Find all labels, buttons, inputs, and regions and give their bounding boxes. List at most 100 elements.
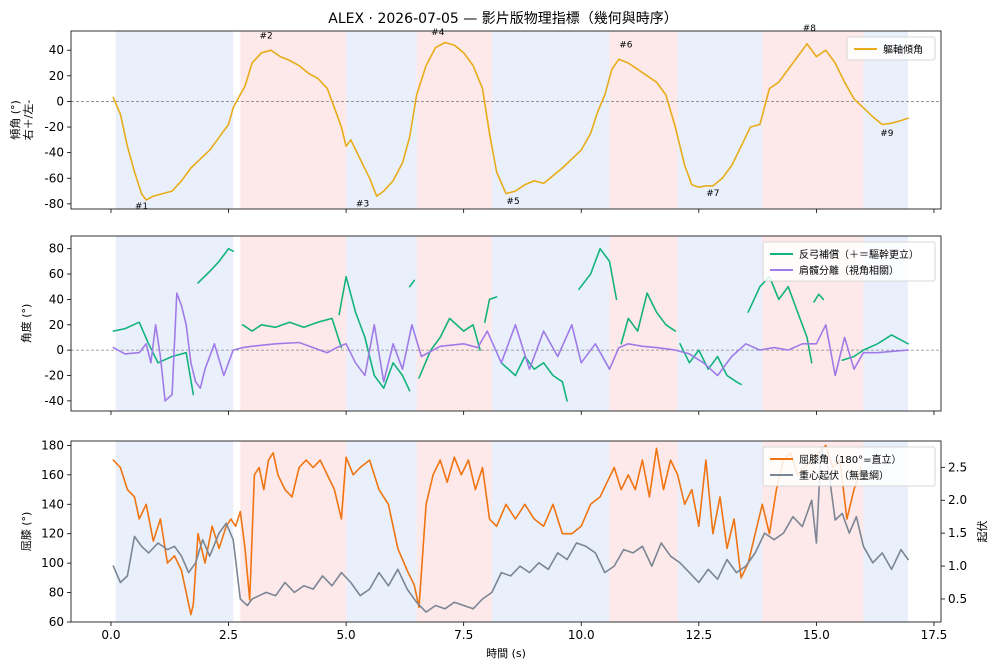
series-line-bottom-1: [112, 446, 909, 613]
y-tick-label-middle-1: -20: [44, 368, 64, 382]
legend-box-middle: [762, 241, 936, 282]
legend-label-top-0: 軀軸傾角: [883, 43, 923, 56]
y-tick-label-middle-0: -40: [44, 394, 64, 408]
x-axis-label: 時間 (s): [486, 647, 526, 660]
phase-band-top-4: [491, 31, 610, 209]
phase-band-top-7: [762, 31, 864, 209]
phase-band-bottom-1: [240, 441, 347, 622]
y-tick-label-bottom-1: 80: [49, 586, 64, 600]
x-tick-label-7: 17.5: [921, 628, 948, 642]
phase-band-top-5: [609, 31, 678, 209]
y-axis-label-sub-top: 右＋/左-: [21, 100, 35, 141]
panel-knee-com: 0.0 2.5 5.0 7.5 10.0 12.5 15.0 17.5 60 80 100 120 14…: [20, 438, 989, 642]
series-line-middle-0-seg-6: [483, 296, 498, 324]
phase-annotation-7: #8: [803, 24, 817, 34]
phase-annotation-1: #2: [260, 32, 273, 42]
y-tick-label-bottom-4: 140: [41, 497, 64, 511]
panel-torso-tilt: -80 -60 -40 -20 0 20 40 傾角 (°) 右＋/左- #1 #2 #3 #4 #5 #6…: [8, 24, 942, 213]
phase-band-middle-4: [491, 236, 610, 411]
phase-band-middle-6: [677, 236, 763, 411]
x-tick-label-5: 12.5: [685, 628, 712, 642]
y-tick-label-bottom-0: 60: [49, 615, 64, 629]
phase-band-bottom-4: [491, 441, 610, 622]
legend-bottom: 屈膝角（180°=直立） 重心起伏（無量綱）: [762, 446, 936, 487]
y2-tick-label-3: 2.0: [948, 493, 967, 507]
axes-frame-middle: [70, 235, 942, 412]
legend-middle: 反弓補償（＋＝驅幹更立） 肩髖分離（視角相關）: [762, 241, 936, 282]
legend-label-middle-0: 反弓補償（＋＝驅幹更立）: [799, 248, 919, 261]
y2-tick-label-0: 0.5: [948, 592, 967, 606]
phase-annotation-5: #6: [619, 41, 633, 51]
phase-annotation-3: #4: [431, 28, 445, 38]
series-line-middle-0-seg-7: [500, 355, 568, 402]
y-tick-label-middle-3: 20: [49, 318, 64, 332]
series-line-middle-0-seg-5: [418, 317, 481, 379]
legend-label-middle-1: 肩髖分離（視角相關）: [799, 264, 899, 277]
y-tick-label-top-3: -20: [44, 120, 64, 134]
legend-box-bottom: [762, 446, 936, 487]
y-tick-label-middle-5: 60: [49, 267, 64, 281]
y-tick-label-bottom-2: 100: [41, 556, 64, 570]
x-tick-label-2: 5.0: [337, 628, 356, 642]
figure-title: ALEX · 2026-07-05 — 影片版物理指標（幾何與時序）: [328, 11, 677, 27]
phase-annotation-2: #3: [356, 199, 369, 209]
series-line-middle-0-seg-12: [813, 293, 825, 303]
phase-band-top-1: [240, 31, 347, 209]
series-line-top-0: [112, 41, 909, 201]
y-axis-label-middle: 角度 (°): [19, 304, 33, 344]
legend-label-bottom-1: 重心起伏（無量綱）: [799, 469, 889, 482]
y-tick-label-middle-6: 80: [49, 242, 64, 256]
phase-annotation-4: #5: [506, 197, 519, 207]
phase-annotation-6: #7: [706, 189, 719, 199]
y-tick-label-top-2: -40: [44, 146, 64, 160]
x-tick-label-1: 2.5: [219, 628, 238, 642]
axes-frame-bottom: [70, 440, 942, 623]
x-tick-label-6: 15.0: [803, 628, 830, 642]
y-axis-label-bottom: 屈膝 (°): [20, 512, 33, 552]
y2-tick-label-4: 2.5: [948, 460, 967, 474]
series-line-middle-0-seg-2: [241, 317, 343, 349]
axes-frame-top: [70, 30, 942, 210]
y-tick-label-top-1: -60: [44, 171, 64, 185]
series-line-bottom-0: [112, 444, 862, 616]
phase-annotation-0: #1: [135, 202, 148, 212]
phase-band-middle-0: [115, 236, 234, 411]
phase-band-middle-5: [609, 236, 678, 411]
y-tick-label-middle-4: 40: [49, 292, 64, 306]
y-tick-label-top-6: 40: [49, 43, 64, 57]
y-tick-label-top-0: -80: [44, 197, 64, 211]
phase-band-top-0: [115, 31, 234, 209]
series-line-middle-0-seg-11: [747, 275, 813, 364]
series-line-middle-0-seg-9: [620, 292, 677, 345]
series-line-middle-0-seg-3: [338, 275, 411, 392]
series-line-middle-0-seg-10: [679, 342, 742, 386]
series-line-middle-0-seg-0: [112, 321, 195, 396]
y-tick-label-top-5: 20: [49, 69, 64, 83]
legend-box-top: [846, 36, 936, 61]
y2-axis-label: 起伏: [975, 521, 989, 543]
y-tick-label-bottom-3: 120: [41, 527, 64, 541]
x-tick-label-0: 0.0: [101, 628, 120, 642]
y2-tick-label-2: 1.5: [948, 526, 967, 540]
phase-band-bottom-6: [677, 441, 763, 622]
x-tick-label-3: 7.5: [454, 628, 473, 642]
phase-annotation-8: #9: [880, 129, 894, 139]
y2-tick-label-1: 1.0: [948, 559, 967, 573]
y-tick-label-bottom-6: 180: [41, 438, 64, 452]
legend-label-bottom-0: 屈膝角（180°=直立）: [799, 453, 901, 466]
phase-band-bottom-0: [115, 441, 234, 622]
phase-band-top-3: [416, 31, 492, 209]
y-tick-label-middle-2: 0: [56, 343, 64, 357]
panel-angles: -40 -20 0 20 40 60 80 角度 (°) 反弓補償（＋＝驅幹更立） 肩髖分離（視角…: [19, 235, 942, 415]
phase-band-bottom-2: [346, 441, 417, 622]
series-line-middle-0-seg-13: [841, 334, 909, 362]
phase-band-bottom-3: [416, 441, 492, 622]
series-line-middle-0-seg-4: [408, 279, 416, 288]
y-tick-label-top-4: 0: [56, 94, 64, 108]
phase-band-top-2: [346, 31, 417, 209]
phase-band-bottom-5: [609, 441, 678, 622]
legend-top: 軀軸傾角: [846, 36, 936, 61]
y-axis-label-top: 傾角 (°): [8, 100, 22, 140]
series-line-middle-0-seg-1: [197, 247, 234, 284]
